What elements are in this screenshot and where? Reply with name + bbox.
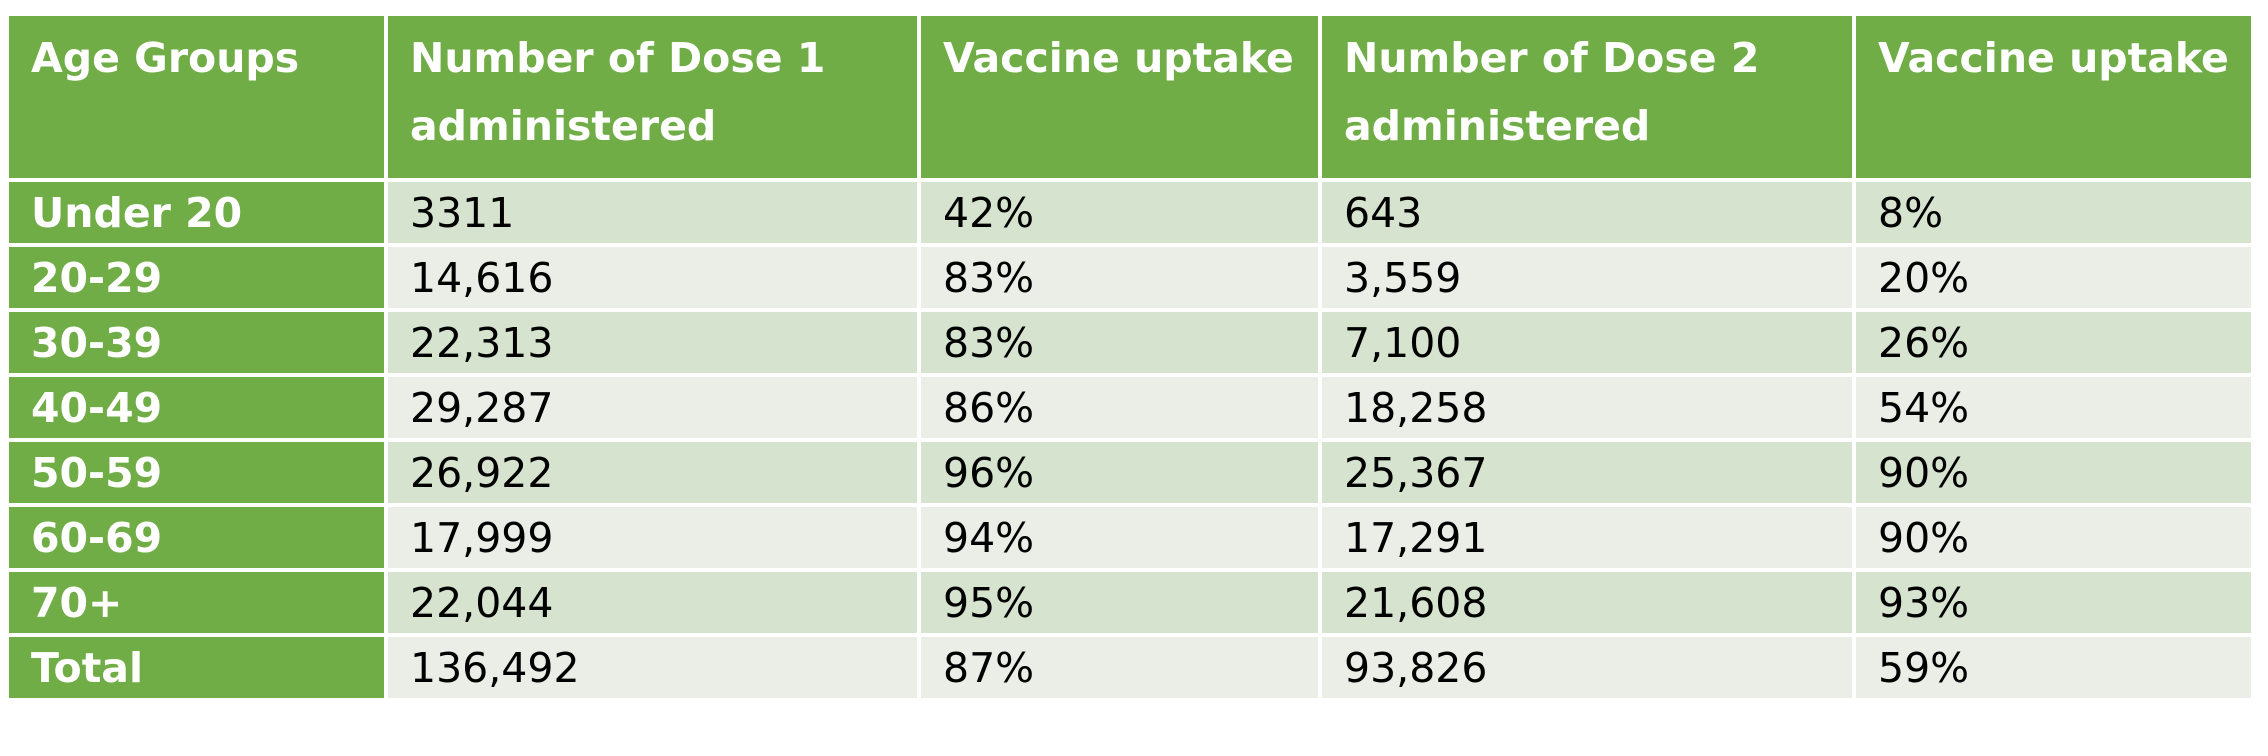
header-row: Age Groups Number of Dose 1 administered… — [9, 16, 2251, 178]
vaccine-uptake-table-container: Age Groups Number of Dose 1 administered… — [5, 12, 2255, 702]
dose1-uptake-cell: 83% — [921, 247, 1318, 308]
table-row-60-69: 60-69 17,999 94% 17,291 90% — [9, 507, 2251, 568]
dose1-count-cell: 22,313 — [388, 312, 917, 373]
dose2-count-cell: 3,559 — [1322, 247, 1852, 308]
dose2-count-cell: 18,258 — [1322, 377, 1852, 438]
age-group-cell: 20-29 — [9, 247, 384, 308]
age-group-cell: 30-39 — [9, 312, 384, 373]
dose2-count-cell: 643 — [1322, 182, 1852, 243]
table-row-under-20: Under 20 3311 42% 643 8% — [9, 182, 2251, 243]
dose1-uptake-cell: 96% — [921, 442, 1318, 503]
dose1-count-cell: 17,999 — [388, 507, 917, 568]
age-group-cell: 50-59 — [9, 442, 384, 503]
dose2-uptake-cell: 54% — [1856, 377, 2251, 438]
dose2-uptake-cell: 90% — [1856, 507, 2251, 568]
vaccine-uptake-table: Age Groups Number of Dose 1 administered… — [5, 12, 2255, 702]
dose1-count-cell: 22,044 — [388, 572, 917, 633]
dose1-uptake-cell: 83% — [921, 312, 1318, 373]
dose1-count-cell: 3311 — [388, 182, 917, 243]
header-dose2-administered: Number of Dose 2 administered — [1322, 16, 1852, 178]
table-row-30-39: 30-39 22,313 83% 7,100 26% — [9, 312, 2251, 373]
table-row-70-plus: 70+ 22,044 95% 21,608 93% — [9, 572, 2251, 633]
dose2-count-cell: 93,826 — [1322, 637, 1852, 698]
dose2-uptake-cell: 59% — [1856, 637, 2251, 698]
age-group-cell: 70+ — [9, 572, 384, 633]
dose2-count-cell: 7,100 — [1322, 312, 1852, 373]
dose2-count-cell: 17,291 — [1322, 507, 1852, 568]
dose1-count-cell: 26,922 — [388, 442, 917, 503]
dose1-uptake-cell: 42% — [921, 182, 1318, 243]
dose1-uptake-cell: 86% — [921, 377, 1318, 438]
table-row-40-49: 40-49 29,287 86% 18,258 54% — [9, 377, 2251, 438]
dose1-uptake-cell: 95% — [921, 572, 1318, 633]
dose2-count-cell: 25,367 — [1322, 442, 1852, 503]
total-label-cell: Total — [9, 637, 384, 698]
age-group-cell: Under 20 — [9, 182, 384, 243]
table-row-20-29: 20-29 14,616 83% 3,559 20% — [9, 247, 2251, 308]
dose1-uptake-cell: 94% — [921, 507, 1318, 568]
age-group-cell: 60-69 — [9, 507, 384, 568]
dose2-uptake-cell: 8% — [1856, 182, 2251, 243]
dose2-uptake-cell: 93% — [1856, 572, 2251, 633]
dose2-count-cell: 21,608 — [1322, 572, 1852, 633]
dose1-count-cell: 29,287 — [388, 377, 917, 438]
dose2-uptake-cell: 26% — [1856, 312, 2251, 373]
header-dose2-uptake: Vaccine uptake — [1856, 16, 2251, 178]
table-row-total: Total 136,492 87% 93,826 59% — [9, 637, 2251, 698]
age-group-cell: 40-49 — [9, 377, 384, 438]
header-dose1-administered: Number of Dose 1 administered — [388, 16, 917, 178]
dose1-count-cell: 14,616 — [388, 247, 917, 308]
dose2-uptake-cell: 20% — [1856, 247, 2251, 308]
dose2-uptake-cell: 90% — [1856, 442, 2251, 503]
header-dose1-uptake: Vaccine uptake — [921, 16, 1318, 178]
header-age-groups: Age Groups — [9, 16, 384, 178]
table-row-50-59: 50-59 26,922 96% 25,367 90% — [9, 442, 2251, 503]
dose1-count-cell: 136,492 — [388, 637, 917, 698]
dose1-uptake-cell: 87% — [921, 637, 1318, 698]
